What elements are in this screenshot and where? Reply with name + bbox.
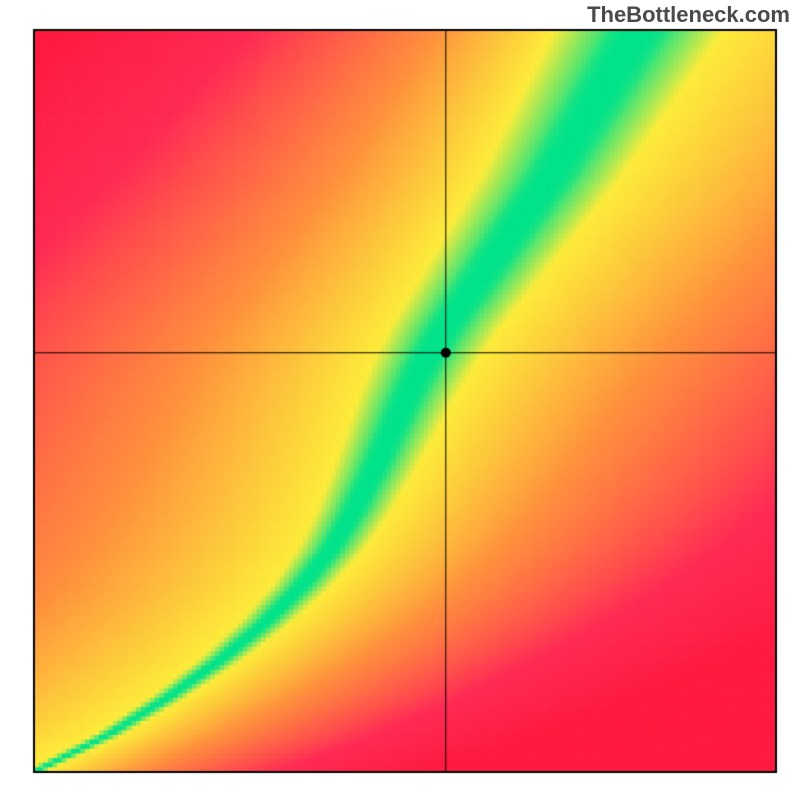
watermark-label: TheBottleneck.com: [587, 2, 790, 28]
bottleneck-heatmap: [0, 0, 800, 800]
chart-container: TheBottleneck.com: [0, 0, 800, 800]
